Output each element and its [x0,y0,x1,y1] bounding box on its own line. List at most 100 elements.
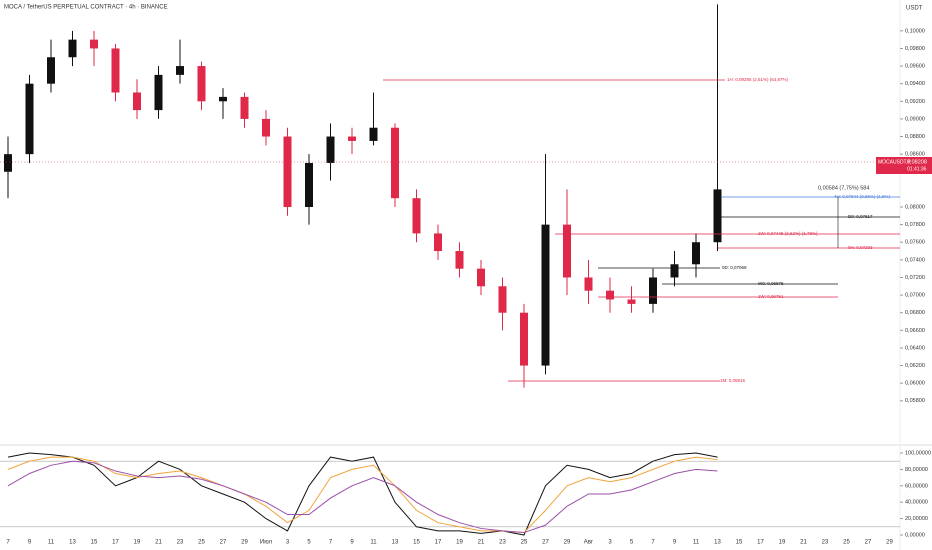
candle-body [412,198,421,234]
price-box [876,157,932,174]
x-tick-label: 7 [6,540,10,546]
level-label: 1M: 0,05915 [720,378,746,383]
candle-body [4,154,12,172]
y-tick-label: 0,09400 [905,81,925,87]
chart-title: MOCA / TetherUS PERPETUAL CONTRACT · 4h … [4,5,168,11]
level-label: 1W: 0,07445 (2,62%) (1,78%) [758,231,818,236]
x-tick-label: 19 [456,540,463,546]
x-tick-label: 23 [822,540,829,546]
x-tick-label: 13 [69,540,76,546]
candle-body [541,224,550,366]
x-tick-label: 17 [112,540,119,546]
candle-body [25,83,34,155]
x-tick-label: 25 [198,540,205,546]
y-tick-label: 0,06800 [905,310,925,316]
y-tick-label: 80,00000 [905,467,928,473]
x-tick-label: 17 [757,540,764,546]
x-tick-label: 21 [478,540,485,546]
y-tick-label: 0,08000 [905,204,925,210]
x-tick-label: 9 [28,540,32,546]
candle-body [649,277,657,304]
price-symbol: MOCAUSDT.P [878,159,911,165]
candle-body [176,66,184,75]
indicator-line [7,456,718,534]
y-tick-label: 0,06600 [905,328,925,334]
x-tick-label: 13 [392,540,399,546]
y-tick-label: 0,08800 [905,134,925,140]
level-label: D0: 0,07617 [848,214,873,219]
candle-body [197,66,206,102]
x-tick-label: 15 [736,540,743,546]
level-label: W0: 0,06875 [758,281,784,286]
x-tick-label: 15 [91,540,98,546]
candle-body [670,264,679,278]
level-label: 1W: 0,06751 [758,294,784,299]
candle-body [240,96,249,119]
price-value: 0,08208 [907,159,927,165]
currency: USDT [906,6,923,12]
x-tick-label: 29 [241,540,248,546]
candle-body [520,312,528,366]
y-tick-label: 40,00000 [905,500,928,506]
candle-body [68,39,77,58]
candle-body [133,92,141,111]
x-tick-label: 27 [865,540,872,546]
candle-body [455,251,464,269]
x-tick-label: 11 [370,540,377,546]
x-tick-label: 17 [435,540,442,546]
x-tick-label: Июл [260,540,273,546]
candle-body [606,290,614,300]
candle-body [262,118,270,137]
y-tick-label: 0,08600 [905,152,925,158]
y-tick-label: 0,07800 [905,222,925,228]
x-tick-label: 15 [413,540,420,546]
level-label: 4H: 0,07844 (0,55%) (1,8%) [834,194,891,199]
x-tick-label: 3 [608,540,612,546]
x-tick-label: 27 [220,540,227,546]
y-tick-label: 60,00000 [905,483,928,489]
candle-body [692,242,700,265]
x-tick-label: 29 [886,540,893,546]
x-tick-label: 11 [693,540,700,546]
candle-body [305,162,313,207]
x-tick-label: 21 [155,540,162,546]
candle-body [154,74,163,111]
candle-body [47,57,55,84]
x-tick-label: 5 [307,540,311,546]
level-label: 0H: 0,07293 [848,245,873,250]
y-tick-label: 0,09600 [905,64,925,70]
y-tick-label: 0,09000 [905,116,925,122]
candle-body [348,136,356,141]
y-tick-label: 0,07000 [905,293,925,299]
x-tick-label: 29 [564,540,571,546]
x-tick-label: 13 [714,540,721,546]
x-tick-label: 23 [499,540,506,546]
indicator-line [7,452,718,536]
x-tick-label: 7 [651,540,655,546]
candle-body [326,136,335,163]
candle-body [563,224,571,278]
x-tick-label: 7 [329,540,333,546]
x-tick-label: 11 [48,540,55,546]
measure-label: 0,00584 (7,75%) 584 [818,185,869,191]
x-tick-label: 9 [350,540,354,546]
y-tick-label: 100,00000 [905,450,931,456]
level-label: 0D: 0,07069 [722,265,747,270]
candle-body [391,127,399,199]
y-tick-label: 0,09800 [905,46,925,52]
candle-body [283,136,292,207]
y-tick-label: 0,00000 [905,532,925,538]
x-tick-label: 27 [542,540,549,546]
y-tick-label: 0,10000 [905,28,925,34]
candle-body [584,277,593,291]
y-tick-label: 20,00000 [905,516,928,522]
y-tick-label: 0,07600 [905,240,925,246]
x-tick-label: 19 [779,540,786,546]
y-tick-label: 0,05800 [905,398,925,404]
y-tick-label: 0,07200 [905,275,925,281]
y-tick-label: 0,06400 [905,345,925,351]
x-tick-label: 25 [843,540,850,546]
level-label: 1H: 0,09285 (2,51%) (64,87%) [727,77,789,82]
candle-body [713,189,722,243]
